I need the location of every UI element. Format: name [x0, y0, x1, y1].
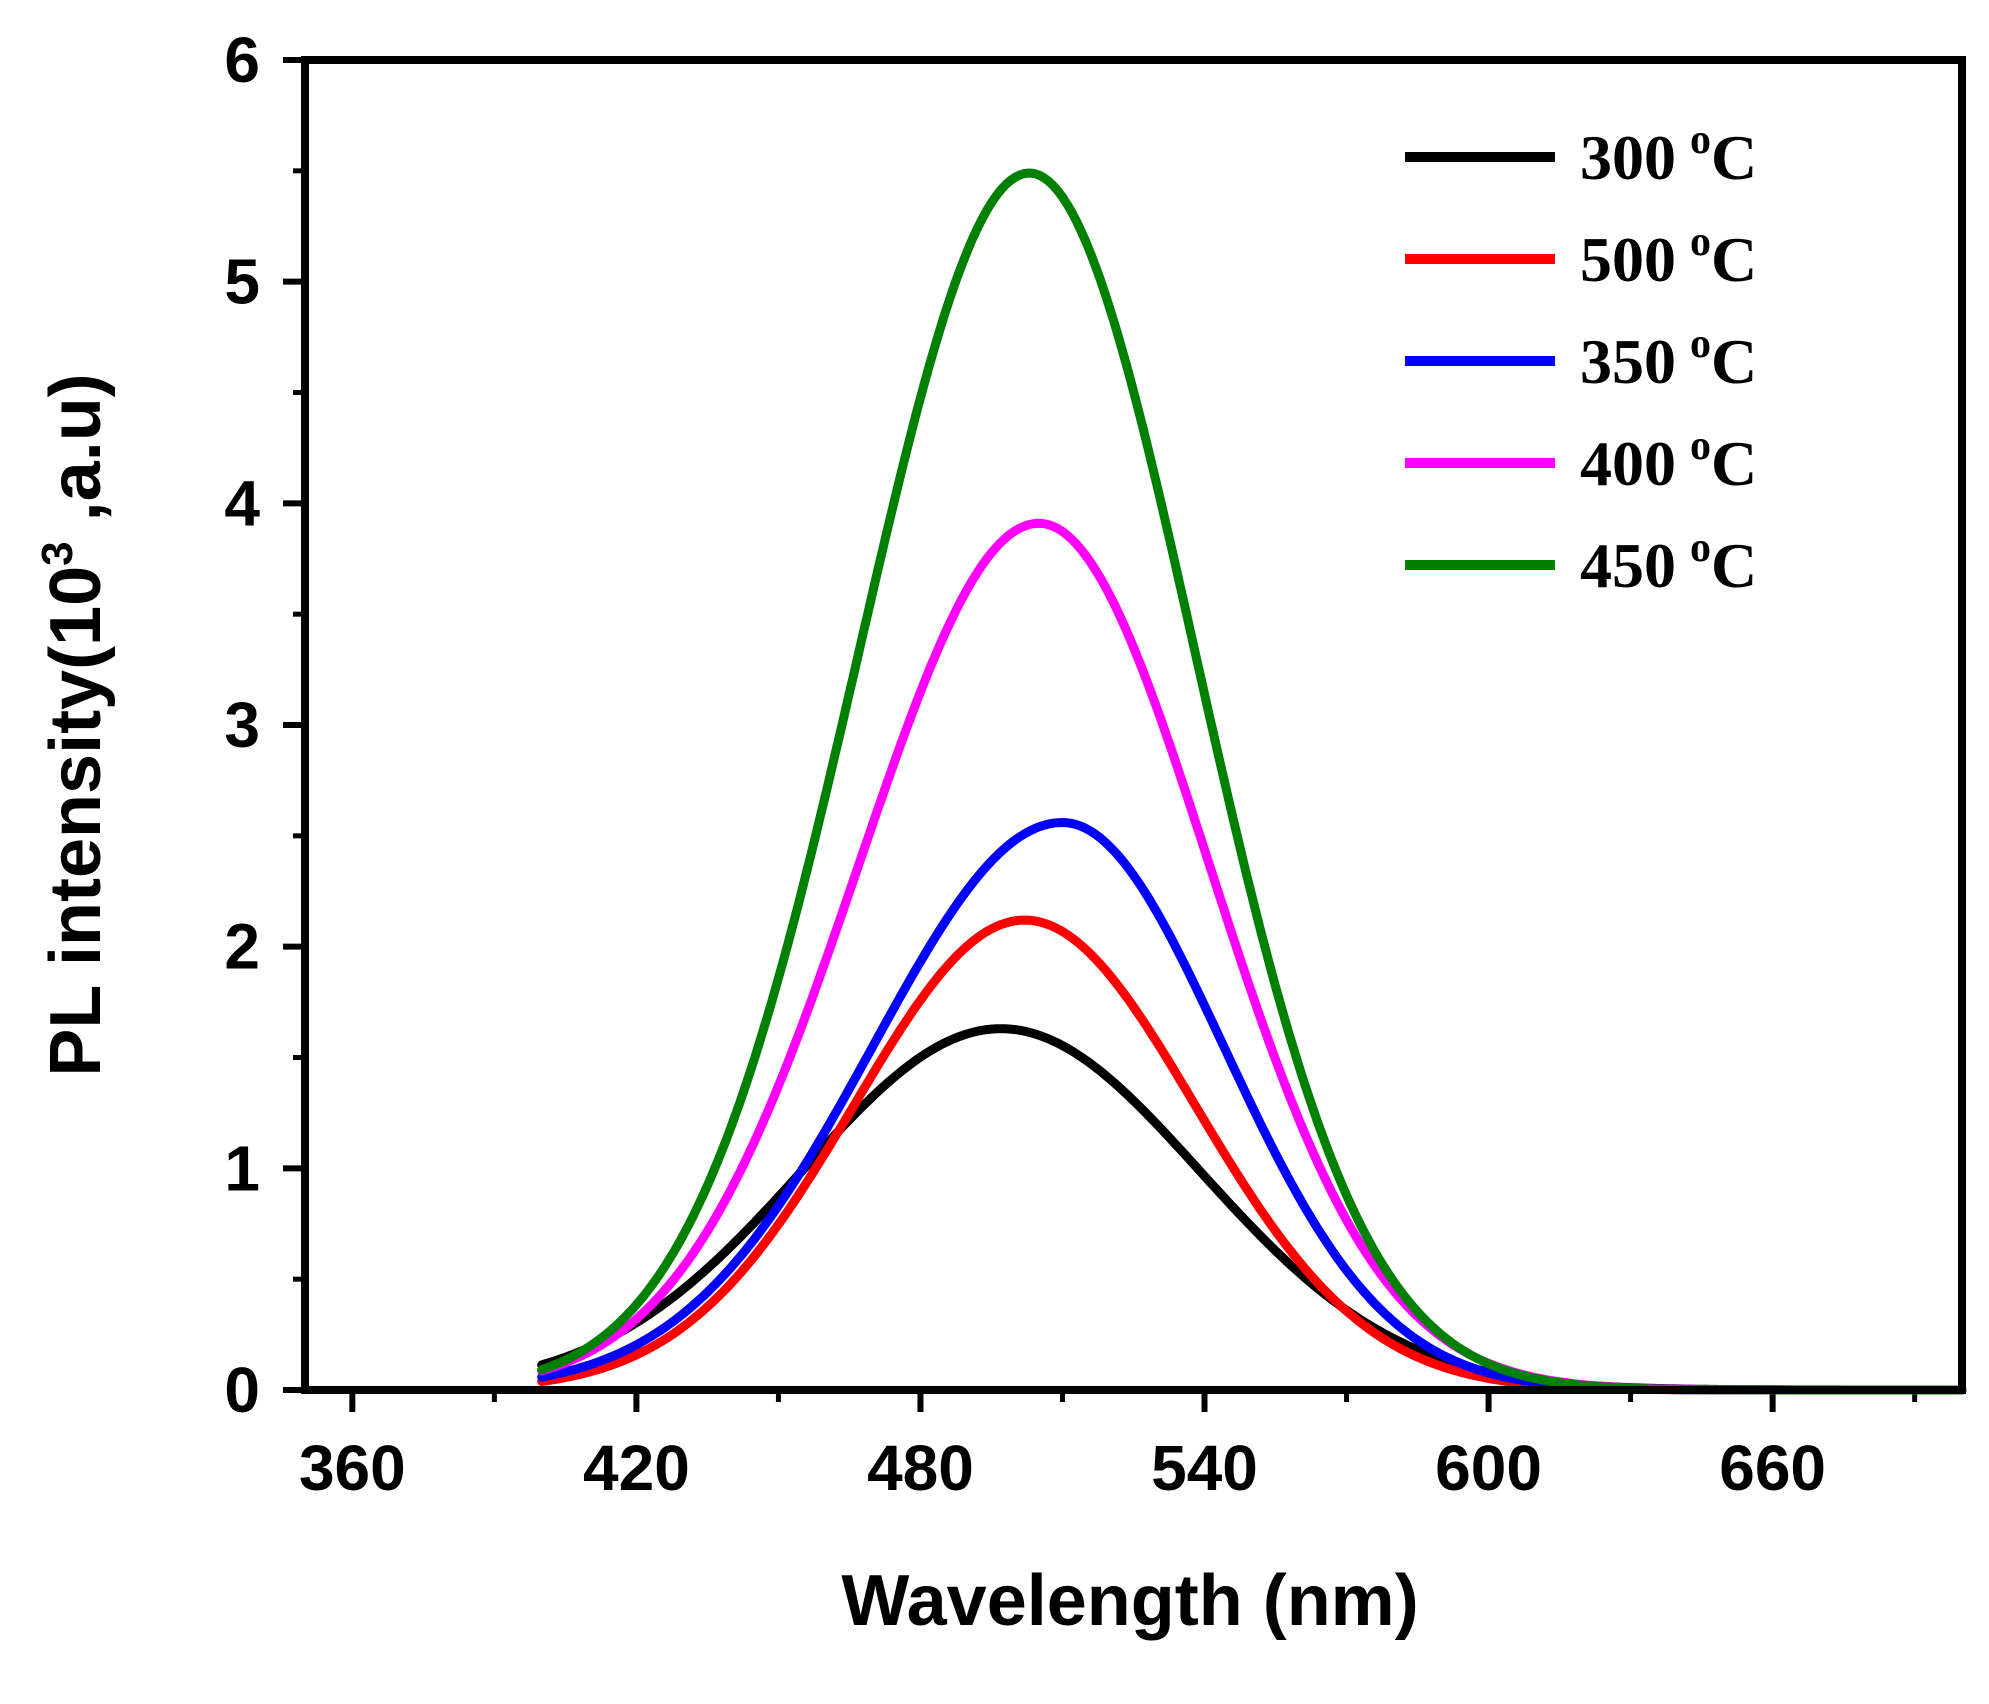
- y-axis-title-main: PL intensity(10: [36, 566, 116, 1077]
- y-tick-label-1: 1: [224, 1132, 260, 1204]
- legend-label-450: 450 oC: [1580, 525, 1757, 601]
- x-tick-label-540: 540: [1151, 1432, 1258, 1504]
- legend-label-400: 400 oC: [1580, 423, 1757, 499]
- legend-label-300: 300 oC: [1580, 117, 1757, 193]
- y-tick-label-5: 5: [224, 246, 260, 318]
- legend-degree: o: [1690, 525, 1711, 571]
- legend-value: 300: [1580, 122, 1676, 193]
- legend-label-500: 500 oC: [1580, 219, 1757, 295]
- y-tick-label-4: 4: [224, 467, 260, 539]
- legend-unit: C: [1711, 530, 1757, 601]
- y-tick-label-0: 0: [224, 1354, 260, 1426]
- y-axis-title: PL intensity(103 ,a.u): [33, 373, 116, 1076]
- legend-value: 500: [1580, 224, 1676, 295]
- x-tick-label-660: 660: [1719, 1432, 1826, 1504]
- y-axis-title-tail: ,a.u): [36, 373, 116, 541]
- legend-degree: o: [1690, 423, 1711, 469]
- series-line-300: [537, 1024, 1967, 1395]
- legend-value: 350: [1580, 326, 1676, 397]
- y-tick-label-6: 6: [224, 24, 260, 96]
- legend-degree: o: [1690, 219, 1711, 265]
- x-tick-label-480: 480: [867, 1432, 974, 1504]
- plot-frame: [301, 56, 1966, 1394]
- y-axis-title-sup: 3: [33, 541, 82, 565]
- legend-unit: C: [1711, 326, 1757, 397]
- legend-label-350: 350 oC: [1580, 321, 1757, 397]
- x-tick-label-600: 600: [1435, 1432, 1542, 1504]
- x-axis-title: Wavelength (nm): [841, 1561, 1418, 1641]
- x-axis-ticks: 360 420 480 540 600 660: [299, 1390, 1918, 1504]
- legend-degree: o: [1690, 117, 1711, 163]
- legend-unit: C: [1711, 428, 1757, 499]
- y-tick-label-3: 3: [224, 689, 260, 761]
- x-tick-label-420: 420: [583, 1432, 690, 1504]
- y-axis-ticks: 0 1 2 3 4 5 6: [224, 24, 305, 1426]
- legend-unit: C: [1711, 224, 1757, 295]
- y-tick-label-2: 2: [224, 911, 260, 983]
- legend-unit: C: [1711, 122, 1757, 193]
- legend-value: 450: [1580, 530, 1676, 601]
- x-tick-label-360: 360: [299, 1432, 406, 1504]
- legend-degree: o: [1690, 321, 1711, 367]
- legend-value: 400: [1580, 428, 1676, 499]
